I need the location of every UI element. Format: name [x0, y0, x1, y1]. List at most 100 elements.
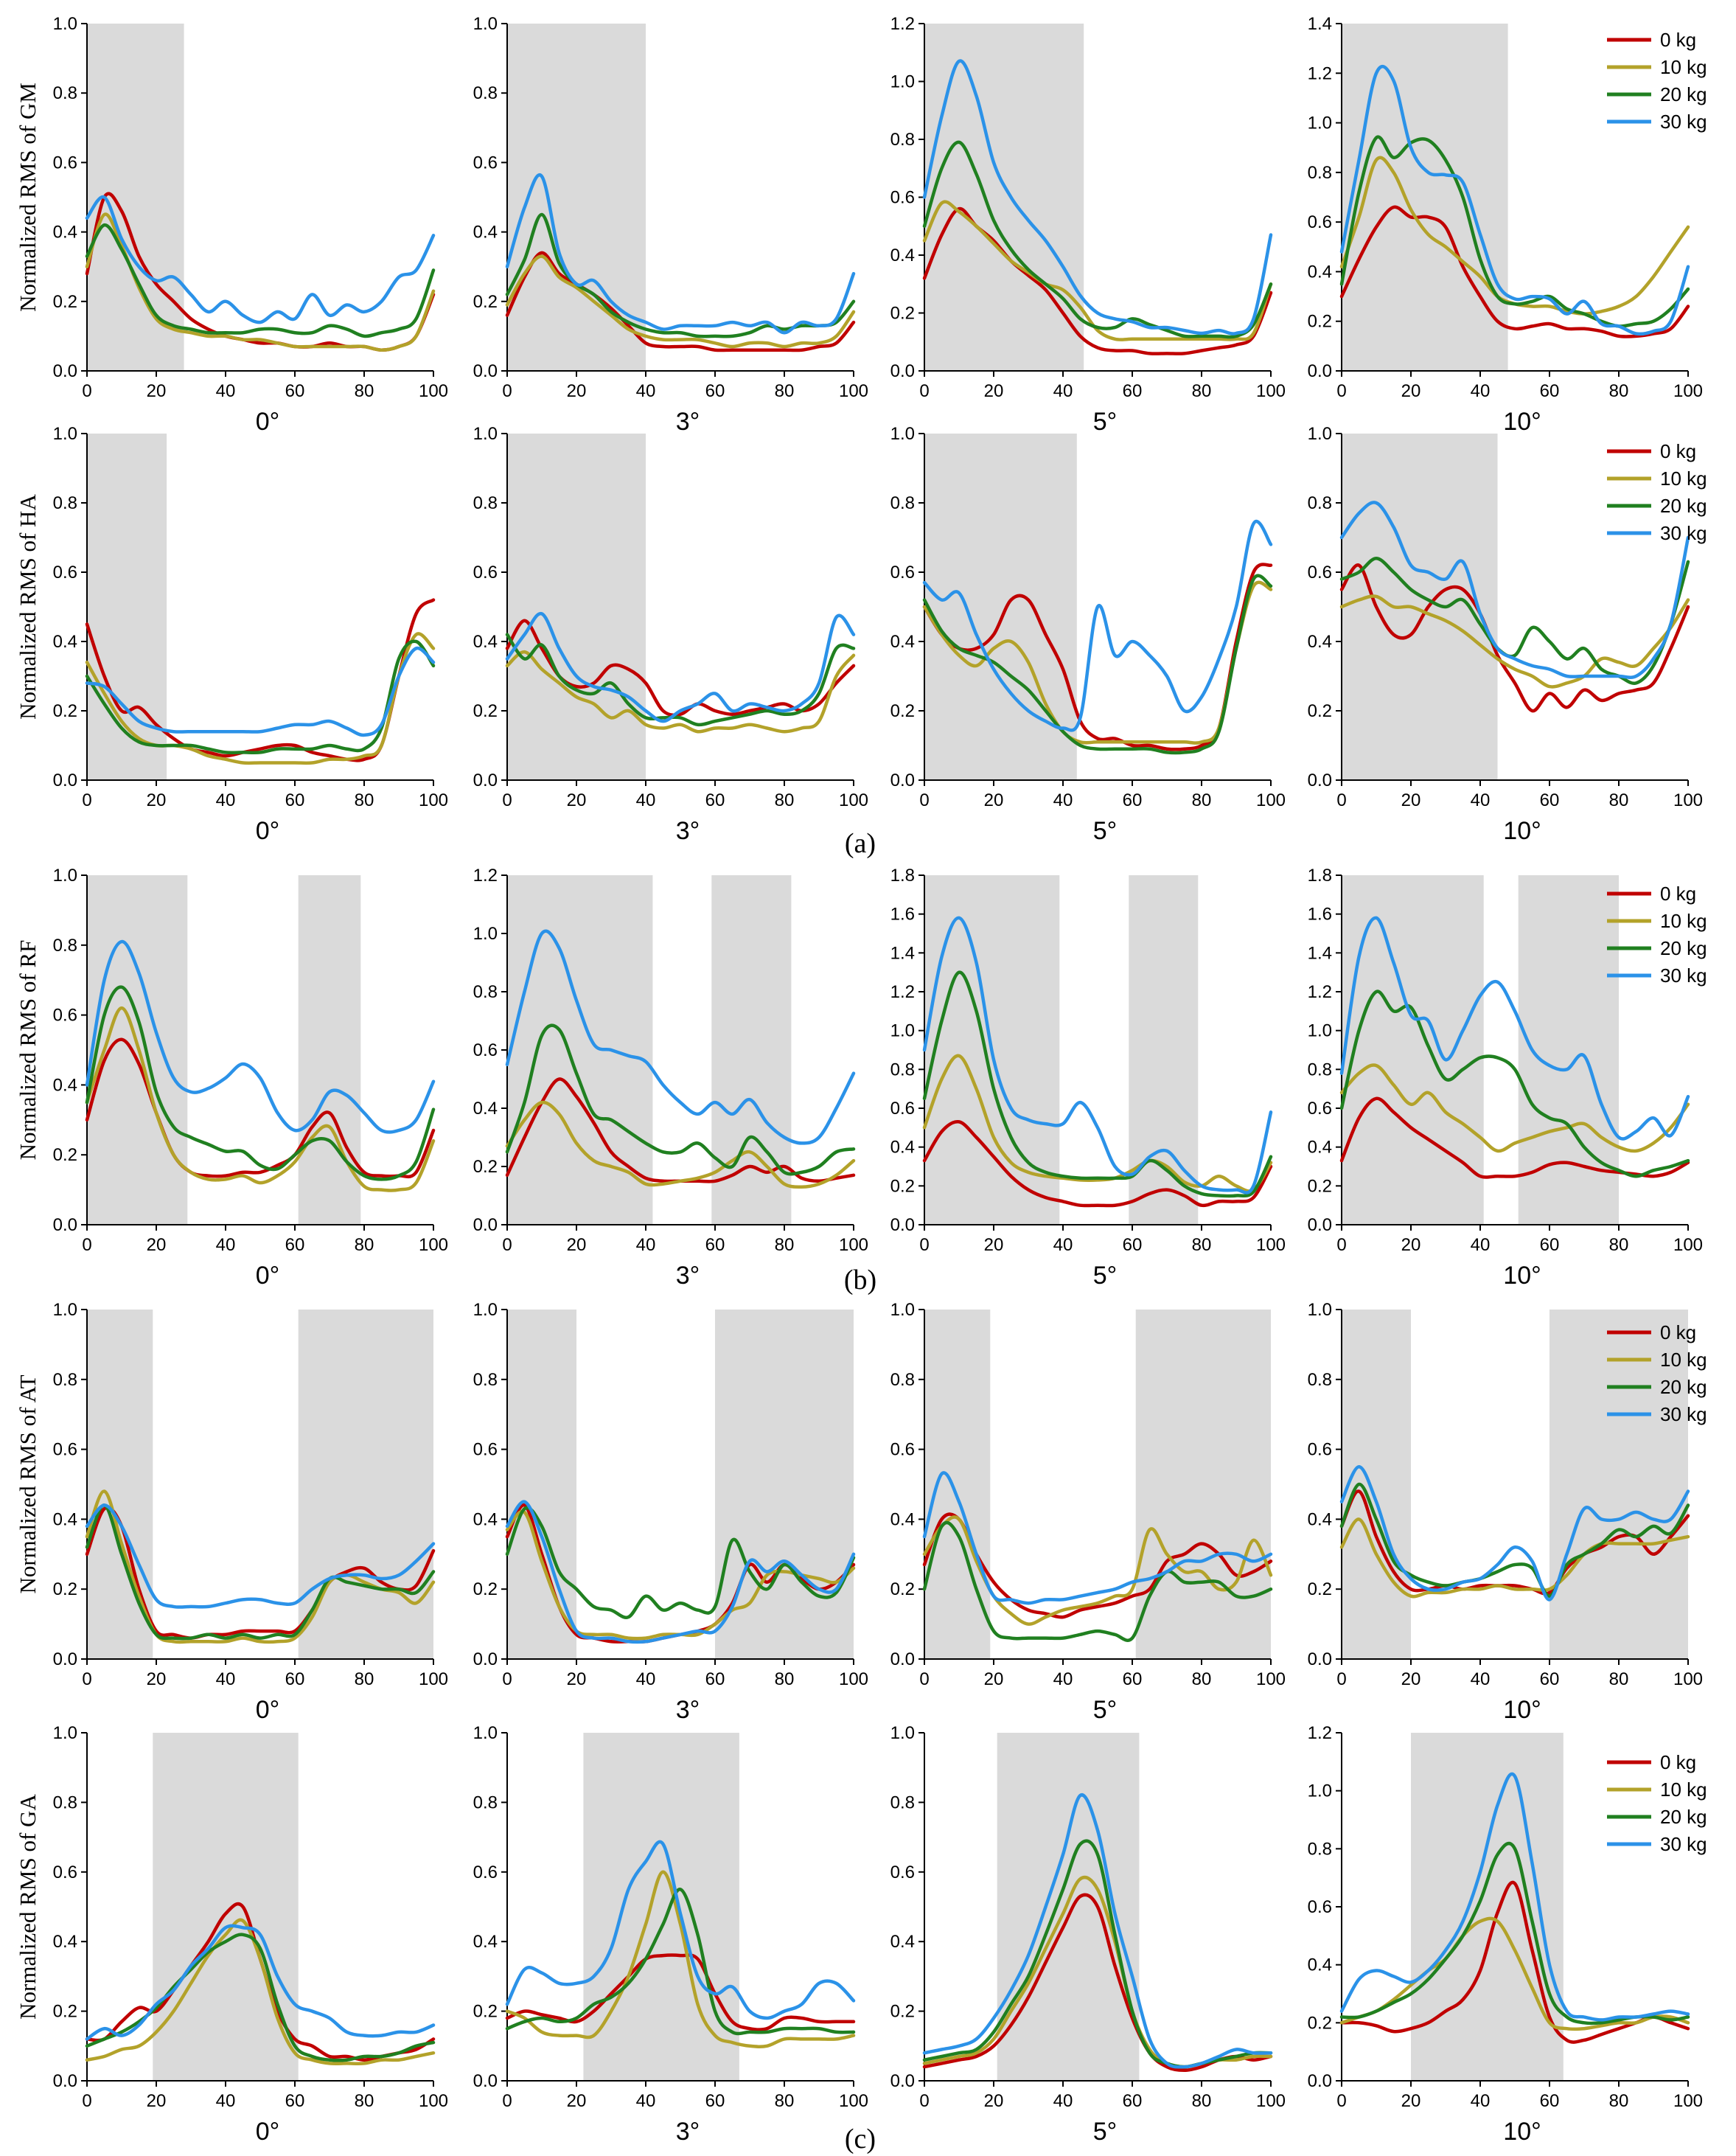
x-tick-label: 60: [1540, 2091, 1560, 2111]
shaded-region: [1342, 875, 1484, 1225]
y-tick-label: 1.0: [473, 1300, 498, 1320]
panel-labels-layer: (a) (b) (c): [844, 828, 876, 2155]
x-tick-label: 100: [839, 381, 868, 401]
y-tick-label: 0.8: [473, 982, 498, 1002]
legend-label: 10 kg: [1660, 1349, 1707, 1371]
series-line: [1339, 563, 1690, 713]
series-line: [85, 939, 436, 1134]
shaded-region: [583, 1733, 739, 2081]
shaded-region: [997, 1733, 1140, 2081]
y-tick-label: 0.4: [53, 1509, 77, 1529]
shaded-region: [715, 1310, 854, 1659]
series-line: [505, 173, 856, 335]
chart-panel: 0.0 0.2 0.4 0.6 0.8 1.0 1.2 0 20 40 60 80 100 10° 0 kg…: [1308, 1723, 1707, 2146]
x-tick-label: 60: [285, 1669, 305, 1689]
series-line: [1339, 205, 1690, 338]
x-tick-label: 0: [1336, 1235, 1346, 1255]
series-line: [505, 1870, 856, 2048]
x-tick-label: 0: [919, 1235, 929, 1255]
y-tick-label: 0.6: [890, 1099, 915, 1119]
y-tick-label: 1.0: [1308, 114, 1332, 133]
x-tick-label: 60: [285, 1235, 305, 1255]
y-tick-label: 1.6: [1308, 905, 1332, 925]
x-tick-label: 20: [984, 2091, 1004, 2111]
x-tick-label: 100: [839, 2091, 868, 2111]
x-tick-label: 80: [1609, 790, 1629, 810]
legend-label: 20 kg: [1660, 937, 1707, 959]
y-tick-label: 0.8: [1308, 1839, 1332, 1859]
y-tick-label: 0.4: [53, 1932, 77, 1952]
x-tick-label: 80: [355, 2091, 374, 2111]
y-tick-label: 0.0: [1308, 1649, 1332, 1669]
x-tick-label: 60: [1540, 381, 1560, 401]
series-line: [1339, 916, 1690, 1141]
panel-slope-title: 0°: [256, 2118, 280, 2146]
chart-panel: 0.0 0.2 0.4 0.6 0.8 1.0 0 20 40 60 80 100 5°: [890, 1300, 1286, 1724]
series-line: [1339, 1880, 1690, 2044]
series-line: [1339, 1482, 1690, 1598]
series-line: [922, 1793, 1273, 2069]
chart-panel: 0.0 0.2 0.4 0.6 0.8 1.0 0 20 40 60 80 100 3°: [473, 1300, 868, 1724]
y-tick-label: 1.2: [1308, 63, 1332, 83]
y-tick-label: 0.0: [1308, 2071, 1332, 2091]
series-line: [505, 1506, 856, 1619]
chart-panel: 0.0 0.2 0.4 0.6 0.8 1.0 0 20 40 60 80 100 5°: [890, 1723, 1286, 2146]
x-tick-label: 0: [919, 381, 929, 401]
y-tick-label: 1.4: [1308, 14, 1332, 34]
series-line: [85, 632, 436, 765]
legend: 0 kg 10 kg 20 kg 30 kg: [1607, 440, 1707, 544]
x-tick-label: 60: [285, 381, 305, 401]
series-line: [85, 195, 436, 324]
shaded-region: [1518, 875, 1619, 1225]
shaded-region: [1135, 1310, 1271, 1659]
x-tick-label: 20: [567, 1669, 587, 1689]
y-tick-label: 0.4: [1308, 1138, 1332, 1158]
panel-slope-title: 3°: [676, 1696, 700, 1724]
y-tick-label: 1.0: [473, 1723, 498, 1743]
y-tick-label: 0.4: [1308, 1955, 1332, 1975]
y-tick-label: 0.8: [1308, 163, 1332, 183]
y-tick-label: 0.6: [53, 153, 77, 173]
y-tick-label: 0.6: [473, 1440, 498, 1460]
shaded-region: [1342, 1310, 1411, 1659]
y-tick-label: 0.0: [473, 1649, 498, 1669]
x-tick-label: 80: [775, 1235, 795, 1255]
shaded-region: [924, 24, 1084, 371]
series-line: [85, 212, 436, 352]
y-tick-label: 0.4: [473, 632, 498, 652]
y-tick-label: 1.0: [890, 1723, 915, 1743]
y-tick-label: 0.4: [890, 632, 915, 652]
series-line: [1339, 501, 1690, 679]
x-tick-label: 0: [82, 1235, 91, 1255]
legend-label: 20 kg: [1660, 1376, 1707, 1398]
y-tick-label: 0.8: [53, 936, 77, 956]
panel-slope-title: 5°: [1093, 1696, 1118, 1724]
series-line: [505, 633, 856, 727]
x-tick-label: 20: [1401, 2091, 1421, 2111]
series-line: [922, 970, 1273, 1198]
legend-label: 20 kg: [1660, 83, 1707, 105]
y-tick-label: 0.0: [53, 361, 77, 381]
series-line: [922, 519, 1273, 732]
shaded-region: [507, 434, 646, 780]
x-tick-label: 100: [1673, 1235, 1703, 1255]
y-tick-label: 1.0: [1308, 1781, 1332, 1801]
shaded-region: [153, 1733, 299, 2081]
y-tick-label: 0.2: [473, 1157, 498, 1177]
x-tick-label: 100: [1256, 381, 1286, 401]
y-tick-label: 0.6: [890, 188, 915, 208]
y-tick-label: 0.8: [53, 493, 77, 513]
y-tick-label: 0.8: [890, 1060, 915, 1079]
plots-layer: 0.0 0.2 0.4 0.6 0.8 1.0 0 20 40 60 80 100 0° Normaliz…: [15, 14, 1707, 2146]
x-tick-label: 100: [1673, 790, 1703, 810]
y-tick-label: 0.8: [890, 493, 915, 513]
x-tick-label: 60: [705, 1235, 725, 1255]
y-tick-label: 0.4: [53, 1075, 77, 1095]
legend-label: 20 kg: [1660, 495, 1707, 517]
y-tick-label: 0.0: [473, 771, 498, 790]
y-tick-label: 0.4: [473, 1099, 498, 1119]
x-tick-label: 60: [705, 2091, 725, 2111]
x-tick-label: 80: [1609, 381, 1629, 401]
y-tick-label: 0.4: [473, 223, 498, 243]
